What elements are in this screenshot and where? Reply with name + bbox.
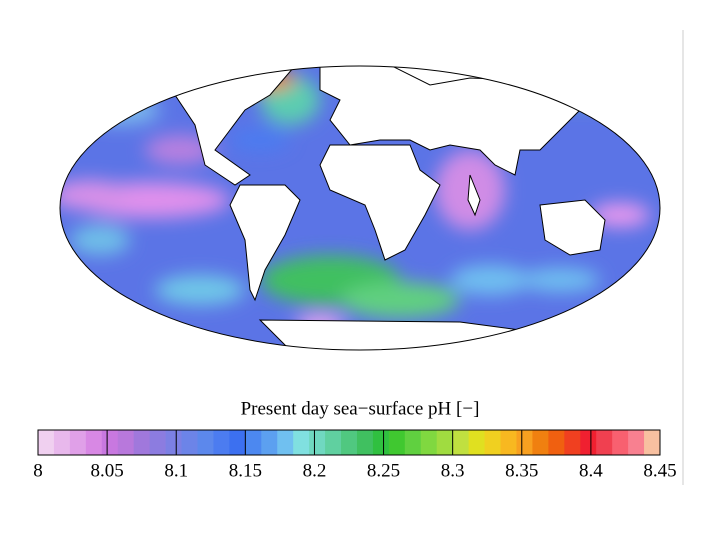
colorbar-swatch — [628, 430, 645, 455]
ph-map — [60, 66, 660, 350]
colorbar-swatch — [229, 430, 246, 455]
colorbar-swatch — [341, 430, 358, 455]
colorbar-swatch — [101, 430, 119, 455]
colorbar-swatch — [484, 430, 502, 455]
colorbar-swatch — [388, 430, 406, 455]
colorbar-swatch — [245, 430, 262, 455]
colorbar-swatch — [372, 430, 390, 455]
colorbar-swatch — [516, 430, 533, 455]
tick-label: 8.05 — [90, 460, 123, 481]
colorbar-swatch — [580, 430, 597, 455]
tick-label: 8.45 — [643, 460, 676, 481]
colorbar-swatch — [548, 430, 565, 455]
colorbar-swatch — [500, 430, 517, 455]
colorbar-swatch — [436, 430, 454, 455]
colorbar-swatch — [53, 430, 71, 455]
colorbar-swatch — [38, 430, 55, 455]
colorbar-swatch — [404, 430, 422, 455]
map-outline — [59, 65, 661, 351]
tick-label: 8.1 — [164, 460, 188, 481]
colorbar-swatch — [325, 430, 342, 455]
colorbar-swatch — [69, 430, 87, 455]
tick-label: 8.25 — [367, 460, 400, 481]
tick-label: 8 — [33, 460, 43, 481]
colorbar-swatch — [85, 430, 103, 455]
colorbar-swatch — [532, 430, 549, 455]
colorbar-swatch — [181, 430, 198, 455]
colorbar-swatch — [293, 430, 310, 455]
colorbar-swatch — [644, 430, 661, 455]
colorbar: 8 8.05 8.1 8.15 8.2 8.25 8.3 8.35 8.4 8.45 — [33, 429, 677, 481]
colorbar-swatch — [612, 430, 629, 455]
colorbar-swatch — [452, 430, 470, 455]
tick-label: 8.35 — [505, 460, 538, 481]
colorbar-label: Present day sea−surface pH [−] — [241, 398, 480, 419]
colorbar-swatch — [596, 430, 613, 455]
colorbar-swatch — [468, 430, 486, 455]
colorbar-swatch — [309, 430, 326, 455]
colorbar-swatch — [149, 430, 167, 455]
colorbar-swatch — [261, 430, 278, 455]
colorbar-swatch — [133, 430, 151, 455]
tick-label: 8.4 — [579, 460, 603, 481]
colorbar-swatch — [165, 430, 183, 455]
colorbar-swatch — [213, 430, 230, 455]
colorbar-swatch — [117, 430, 135, 455]
tick-label: 8.2 — [303, 460, 327, 481]
colorbar-swatch — [356, 430, 374, 455]
tick-label: 8.3 — [441, 460, 465, 481]
colorbar-swatch — [564, 430, 581, 455]
colorbar-swatch — [277, 430, 294, 455]
colorbar-swatch — [420, 430, 438, 455]
tick-label: 8.15 — [229, 460, 262, 481]
colorbar-swatch — [197, 430, 214, 455]
